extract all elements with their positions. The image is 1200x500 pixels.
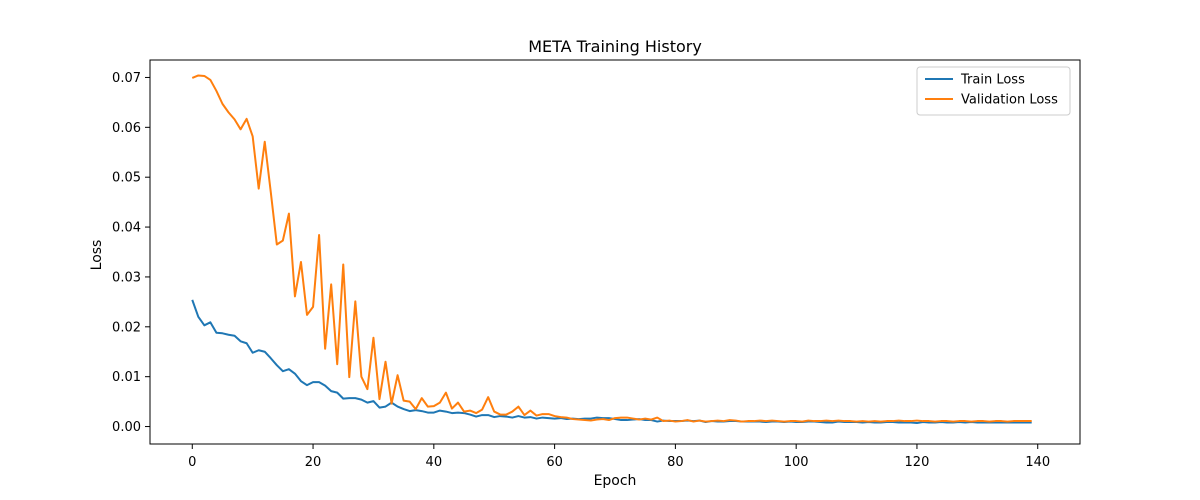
- legend-label-validation-loss: Validation Loss: [961, 93, 1058, 108]
- x-tick-label: 80: [667, 455, 684, 470]
- x-tick-label: 60: [546, 455, 563, 470]
- series-line-validation-loss: [191, 74, 1032, 423]
- plot-frame: [149, 59, 1081, 445]
- series-line-train-loss: [191, 299, 1032, 425]
- legend-box: [916, 66, 1071, 116]
- y-axis-label: Loss: [89, 240, 105, 271]
- x-tick-label: 100: [784, 455, 809, 470]
- plot-area: 0 20 40 60 80 100 120 140 0.00 0.01 0.02 0.03 0.04 0.…: [112, 59, 1081, 470]
- legend: Train Loss Validation Loss: [916, 66, 1071, 116]
- x-tick-label: 0: [188, 455, 196, 470]
- y-tick-label: 0.02: [112, 320, 141, 335]
- x-tick-label: 140: [1025, 455, 1050, 470]
- y-tick-label: 0.00: [112, 420, 141, 435]
- x-tick-label: 120: [905, 455, 930, 470]
- x-tick-label: 20: [305, 455, 322, 470]
- chart-title: META Training History: [528, 37, 702, 56]
- y-tick-label: 0.06: [112, 121, 141, 136]
- y-tick-label: 0.05: [112, 171, 141, 186]
- y-tick-label: 0.03: [112, 270, 141, 285]
- y-tick-label: 0.04: [112, 221, 141, 236]
- legend-label-train-loss: Train Loss: [960, 73, 1025, 88]
- x-axis-label: Epoch: [594, 473, 637, 489]
- x-tick-label: 40: [426, 455, 443, 470]
- y-tick-label: 0.07: [112, 71, 141, 86]
- y-tick-label: 0.01: [112, 370, 141, 385]
